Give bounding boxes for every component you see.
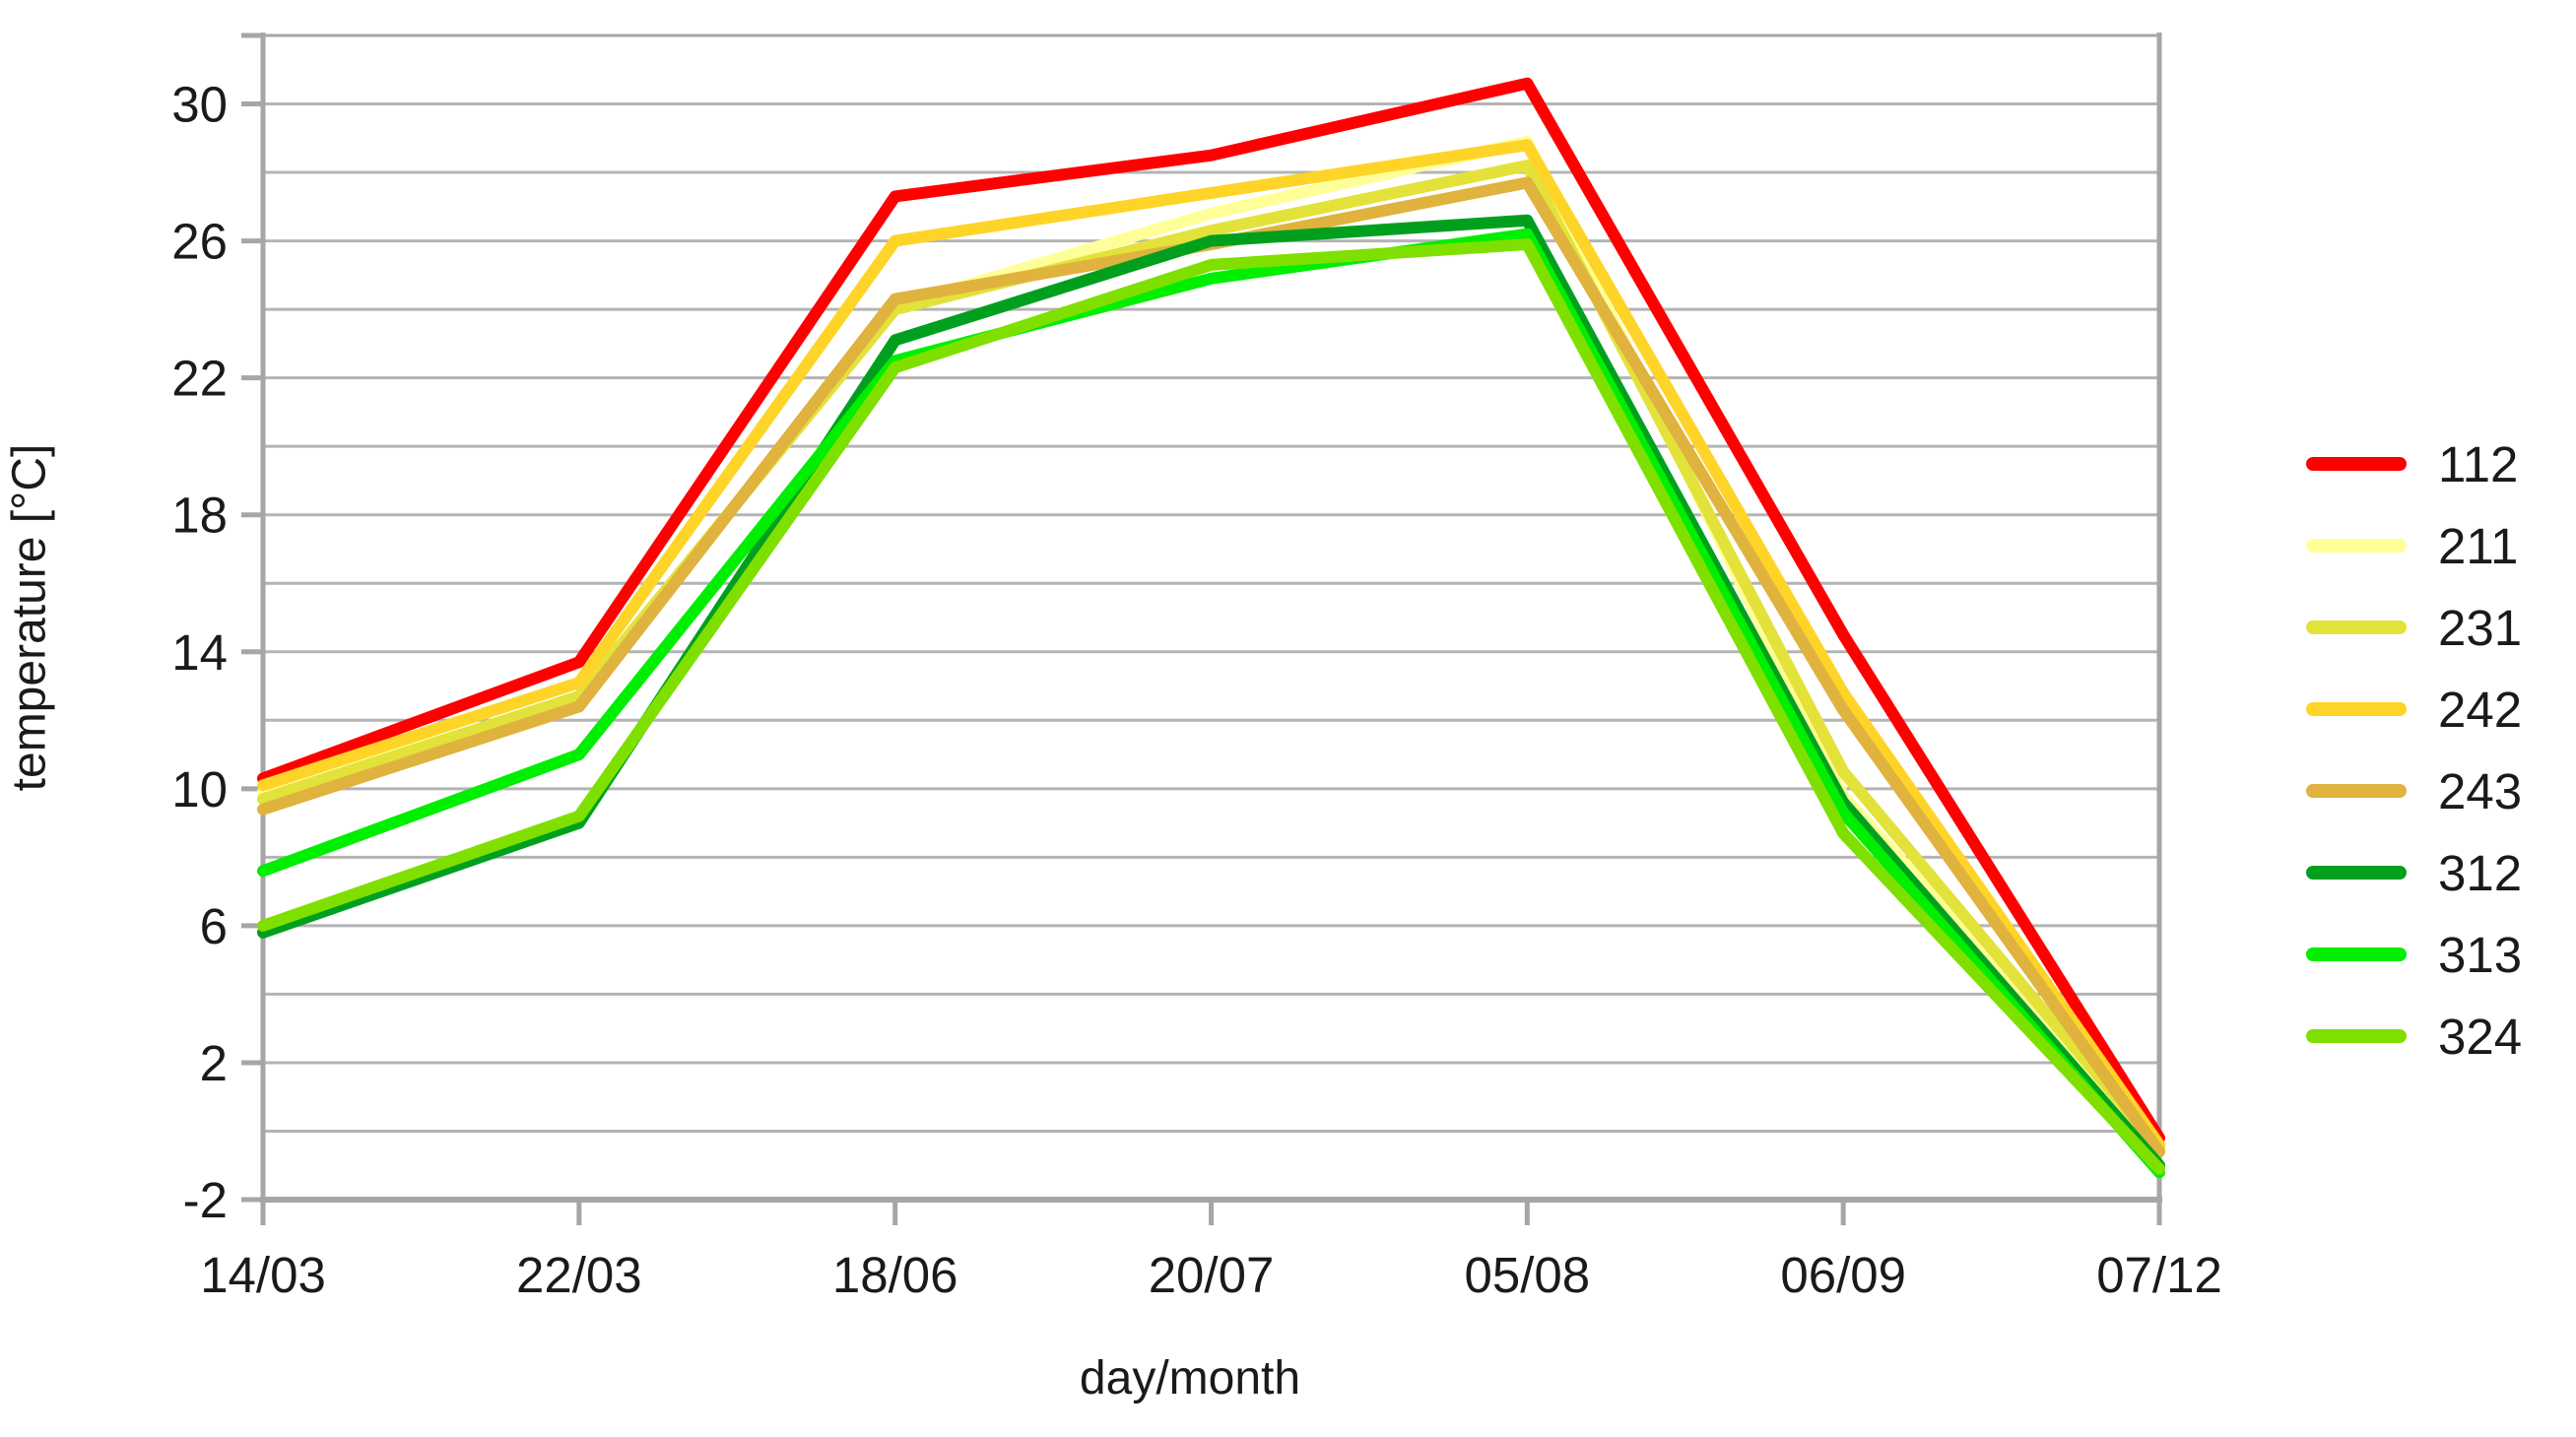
x-tick-label-05/08: 05/08 (1465, 1247, 1591, 1303)
series-line-313 (257, 228, 2165, 1179)
legend-item-324: 324 (2306, 1009, 2522, 1064)
legend-label-324: 324 (2438, 1008, 2523, 1065)
legend-swatch-312 (2306, 866, 2407, 880)
x-tick-label-06/09: 06/09 (1780, 1247, 1906, 1303)
legend-label-112: 112 (2438, 435, 2519, 492)
x-axis-title: day/month (1079, 1352, 1301, 1404)
legend-item-112: 112 (2306, 436, 2522, 491)
y-tick-label-22: 22 (171, 351, 228, 407)
legend-swatch-112 (2306, 457, 2407, 471)
legend-item-243: 243 (2306, 763, 2522, 818)
y-tick-label-26: 26 (171, 214, 228, 270)
legend-swatch-324 (2306, 1029, 2407, 1043)
y-tick-label--2: -2 (183, 1172, 228, 1228)
x-tick-label-14/03: 14/03 (200, 1247, 326, 1303)
y-axis-title: temperature [°C] (3, 443, 56, 792)
legend-label-231: 231 (2438, 599, 2523, 656)
y-tick-label-30: 30 (171, 77, 228, 133)
series-line-243 (257, 176, 2165, 1158)
x-tick-label-20/07: 20/07 (1149, 1247, 1275, 1303)
series-line-112 (257, 77, 2165, 1144)
legend-label-211: 211 (2438, 517, 2519, 574)
x-tick-label-07/12: 07/12 (2096, 1247, 2222, 1303)
y-tick-label-14: 14 (171, 624, 228, 681)
y-tick-label-18: 18 (171, 488, 228, 544)
series-line-231 (257, 160, 2165, 1154)
legend-swatch-242 (2306, 702, 2407, 716)
legend-swatch-231 (2306, 621, 2407, 634)
legend-label-313: 313 (2438, 926, 2523, 983)
legend-item-231: 231 (2306, 600, 2522, 655)
legend-item-242: 242 (2306, 682, 2522, 737)
legend-item-211: 211 (2306, 518, 2522, 573)
legend-swatch-243 (2306, 784, 2407, 798)
y-tick-label-2: 2 (200, 1035, 228, 1091)
legend: 112 211 231 242 243 312 313 324 (2306, 436, 2522, 1064)
legend-item-313: 313 (2306, 927, 2522, 982)
y-tick-label-10: 10 (171, 761, 228, 817)
legend-label-312: 312 (2438, 844, 2523, 901)
legend-swatch-211 (2306, 539, 2407, 553)
legend-label-242: 242 (2438, 681, 2523, 738)
series-line-211 (257, 135, 2165, 1154)
legend-item-312: 312 (2306, 845, 2522, 900)
legend-label-243: 243 (2438, 762, 2523, 819)
legend-swatch-313 (2306, 947, 2407, 961)
x-tick-label-22/03: 22/03 (516, 1247, 642, 1303)
series-line-324 (257, 238, 2165, 1175)
x-tick-label-18/06: 18/06 (832, 1247, 958, 1303)
y-tick-label-6: 6 (200, 898, 228, 954)
series-line-242 (257, 139, 2165, 1151)
